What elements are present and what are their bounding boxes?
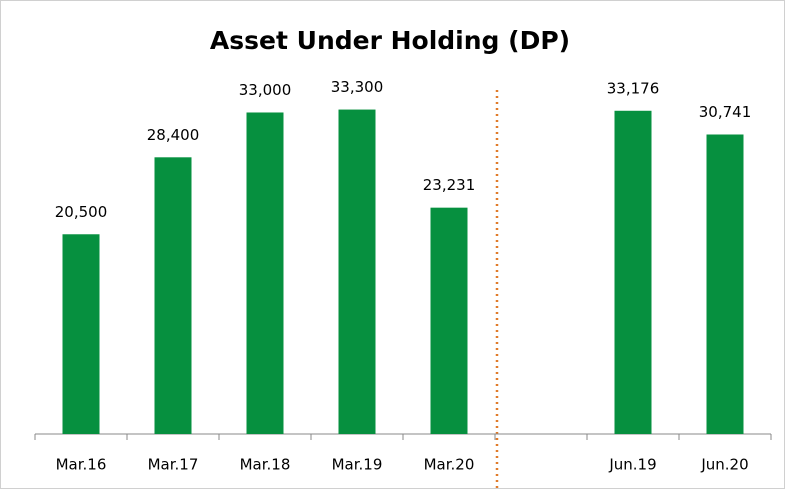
- x-tick-label: Jun.20: [700, 456, 748, 474]
- x-tick-label: Mar.19: [332, 456, 383, 474]
- chart-title: Asset Under Holding (DP): [210, 26, 570, 55]
- value-label: 28,400: [147, 126, 200, 144]
- x-tick-label: Mar.17: [148, 456, 199, 474]
- bar: [430, 207, 468, 434]
- x-tick-label: Mar.16: [56, 456, 107, 474]
- value-label: 20,500: [55, 203, 108, 221]
- x-tick-label: Mar.20: [424, 456, 475, 474]
- bar: [154, 157, 192, 434]
- bar: [614, 110, 652, 435]
- x-tick-label: Jun.19: [608, 456, 656, 474]
- value-label: 23,231: [423, 176, 476, 194]
- value-label: 33,176: [607, 79, 660, 97]
- bar: [338, 109, 376, 434]
- x-tick-label: Mar.18: [240, 456, 291, 474]
- value-label: 30,741: [699, 103, 752, 121]
- bar: [246, 112, 284, 434]
- value-label: 33,300: [331, 78, 384, 96]
- value-label: 33,000: [239, 81, 292, 99]
- bar: [62, 234, 100, 434]
- bar: [706, 134, 744, 435]
